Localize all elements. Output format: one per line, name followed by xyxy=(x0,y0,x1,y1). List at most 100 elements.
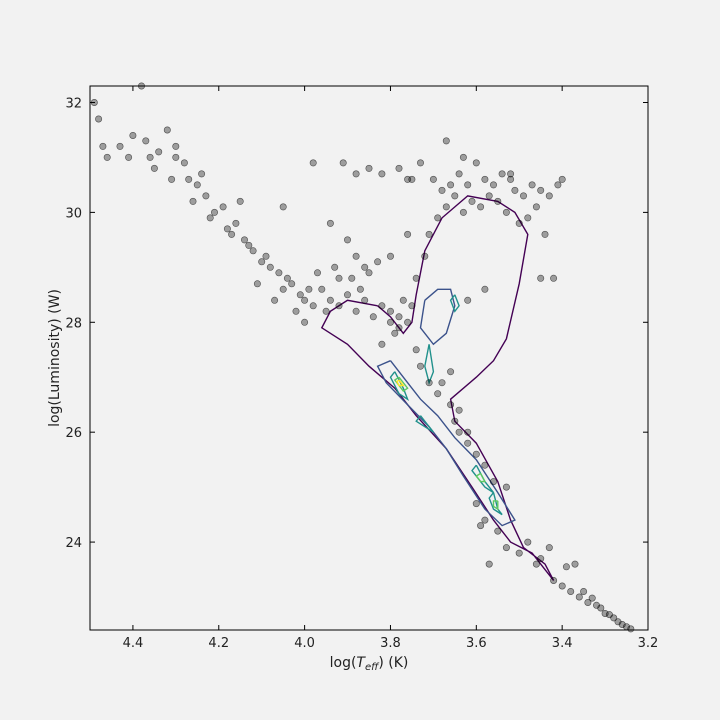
point-red-giant-branch-46 xyxy=(408,175,416,183)
point-scattered-17 xyxy=(477,522,485,530)
point-main-sequence-53 xyxy=(313,269,321,277)
point-scattered-13 xyxy=(138,82,146,90)
point-subgiant-25 xyxy=(545,544,553,552)
point-main-sequence-40 xyxy=(168,175,176,183)
point-red-giant-branch-41 xyxy=(459,153,467,161)
contour-mid-0 xyxy=(376,360,516,527)
point-main-sequence-20 xyxy=(249,247,257,255)
point-main-sequence-6 xyxy=(142,137,150,145)
point-main-sequence-54 xyxy=(331,263,339,271)
y-tick-label-4: 32 xyxy=(65,96,82,111)
point-main-sequence-37 xyxy=(386,318,394,326)
point-red-giant-branch-48 xyxy=(464,296,472,304)
point-main-sequence-14 xyxy=(202,192,210,200)
point-scattered-9 xyxy=(404,230,412,238)
point-red-giant-branch-44 xyxy=(537,274,545,282)
point-scattered-20 xyxy=(524,538,532,546)
point-scattered-1 xyxy=(172,142,180,150)
point-red-giant-branch-12 xyxy=(511,186,519,194)
point-scattered-19 xyxy=(502,483,510,491)
point-red-giant-branch-19 xyxy=(447,181,455,189)
contour-inner-5 xyxy=(424,344,435,385)
y-tick-label-2: 28 xyxy=(65,316,82,331)
contour-high-1 xyxy=(475,472,487,483)
point-scattered-0 xyxy=(125,153,133,161)
point-red-giant-branch-1 xyxy=(421,252,429,260)
point-main-sequence-17 xyxy=(223,225,231,233)
x-tick-label-0: 4.4 xyxy=(123,636,144,651)
contour-inner-2 xyxy=(488,492,503,516)
point-subgiant-23 xyxy=(515,549,523,557)
point-red-giant-branch-22 xyxy=(438,186,446,194)
point-main-sequence-28 xyxy=(309,302,317,310)
point-subgiant-11 xyxy=(438,379,446,387)
point-lower-main-sequence-16 xyxy=(588,594,596,602)
point-red-giant-branch-40 xyxy=(442,137,450,145)
point-subgiant-14 xyxy=(455,428,463,436)
contour-mid-1 xyxy=(419,288,456,346)
point-main-sequence-12 xyxy=(185,175,193,183)
x-axis-label-symbol: T xyxy=(356,655,366,671)
point-main-sequence-13 xyxy=(193,181,201,189)
point-red-giant-branch-27 xyxy=(507,175,515,183)
point-lower-main-sequence-14 xyxy=(562,563,570,571)
point-subgiant-0 xyxy=(391,329,399,337)
point-main-sequence-10 xyxy=(172,153,180,161)
point-main-sequence-24 xyxy=(279,285,287,293)
point-scattered-14 xyxy=(447,368,455,376)
point-red-giant-branch-31 xyxy=(515,219,523,227)
point-main-sequence-29 xyxy=(318,285,326,293)
point-scattered-7 xyxy=(361,263,369,271)
point-subgiant-17 xyxy=(481,461,489,469)
point-main-sequence-11 xyxy=(180,159,188,167)
point-subgiant-5 xyxy=(386,307,394,315)
contour-inner-4 xyxy=(449,294,460,313)
point-subgiant-22 xyxy=(502,544,510,552)
point-lower-main-sequence-13 xyxy=(627,625,635,633)
x-tick-label-4: 3.6 xyxy=(466,636,487,651)
point-red-giant-branch-18 xyxy=(558,175,566,183)
point-red-giant-branch-5 xyxy=(451,192,459,200)
point-main-sequence-23 xyxy=(275,269,283,277)
point-main-sequence-36 xyxy=(378,302,386,310)
contour-high-0 xyxy=(393,376,409,392)
point-red-giant-branch-21 xyxy=(464,181,472,189)
x-axis-ticks: 4.4 4.2 4.0 3.8 3.6 3.4 3.2 xyxy=(123,86,658,651)
point-red-giant-branch-9 xyxy=(485,192,493,200)
point-lower-main-sequence-9 xyxy=(610,614,618,622)
point-main-sequence-31 xyxy=(335,302,343,310)
point-subgiant-12 xyxy=(447,401,455,409)
point-subgiant-3 xyxy=(404,318,412,326)
point-main-sequence-1 xyxy=(95,115,103,123)
point-red-giant-branch-24 xyxy=(481,175,489,183)
point-subgiant-4 xyxy=(408,302,416,310)
point-main-sequence-32 xyxy=(343,291,351,299)
point-red-giant-branch-34 xyxy=(378,170,386,178)
point-main-sequence-48 xyxy=(322,307,330,315)
point-red-giant-branch-47 xyxy=(481,285,489,293)
point-main-sequence-42 xyxy=(206,214,214,222)
point-subgiant-21 xyxy=(494,527,502,535)
point-scattered-6 xyxy=(343,236,351,244)
point-scattered-4 xyxy=(279,203,287,211)
point-main-sequence-27 xyxy=(301,296,309,304)
point-main-sequence-21 xyxy=(258,258,266,266)
point-scattered-11 xyxy=(352,252,360,260)
density-contours xyxy=(320,195,555,581)
point-scattered-16 xyxy=(464,428,472,436)
point-red-giant-branch-37 xyxy=(339,159,347,167)
point-red-giant-branch-25 xyxy=(489,181,497,189)
contour-outer-0 xyxy=(320,195,555,581)
y-tick-label-0: 24 xyxy=(65,536,82,551)
point-subgiant-18 xyxy=(489,478,497,486)
point-main-sequence-47 xyxy=(305,285,313,293)
contour-peak-0 xyxy=(396,379,405,387)
point-scattered-15 xyxy=(455,406,463,414)
point-subgiant-8 xyxy=(416,362,424,370)
point-red-giant-branch-28 xyxy=(532,203,540,211)
point-scattered-5 xyxy=(326,219,334,227)
point-main-sequence-33 xyxy=(352,307,360,315)
point-main-sequence-56 xyxy=(356,285,364,293)
point-red-giant-branch-45 xyxy=(550,274,558,282)
point-main-sequence-43 xyxy=(228,230,236,238)
